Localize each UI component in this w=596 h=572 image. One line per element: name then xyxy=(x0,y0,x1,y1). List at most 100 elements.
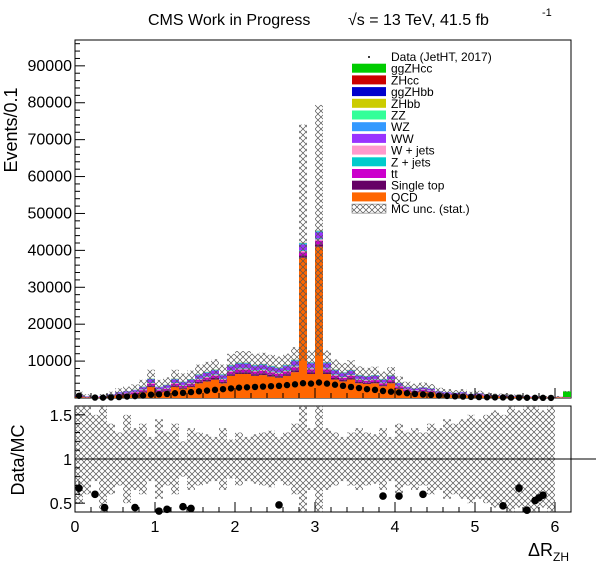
unc-hatch-bin xyxy=(443,389,451,395)
unc-hatch-bin xyxy=(555,395,563,398)
main-y-axis: 10000 20000 30000 40000 50000 60000 70000 80000… xyxy=(28,43,556,398)
ratio-y-tick-label: 1 xyxy=(63,452,72,469)
data-point xyxy=(379,387,387,395)
legend-swatch xyxy=(352,98,386,108)
data-point xyxy=(331,381,339,388)
stack-bar xyxy=(331,379,339,398)
data-point xyxy=(251,383,259,391)
data-point xyxy=(419,391,427,398)
ratio-plot-panel: 0.5 1 1.5 0 1 2 3 4 5 6 Data/MC ΔRZH xyxy=(8,405,596,564)
data-point xyxy=(139,392,147,399)
unc-hatch-bin xyxy=(147,369,155,388)
main-y-axis-label: Events/0.1 xyxy=(1,87,21,172)
legend: Data (JetHT, 2017)ggZHccZHccggZHbbZHbbZZ… xyxy=(351,50,492,216)
unc-hatch-bin xyxy=(395,376,403,389)
legend-swatch xyxy=(352,122,386,132)
unc-hatch-bin xyxy=(339,362,347,382)
unc-hatch-bin xyxy=(331,359,339,380)
unc-hatch-bin xyxy=(475,390,483,396)
unc-hatch-bin xyxy=(435,387,443,395)
legend-label: ZHcc xyxy=(391,73,419,87)
data-point xyxy=(347,383,355,391)
legend-swatch xyxy=(352,63,386,73)
ratio-point xyxy=(100,503,109,512)
x-tick-label: 5 xyxy=(471,519,480,536)
ratio-point xyxy=(179,502,187,511)
unc-hatch-bin xyxy=(363,367,371,385)
legend-label: ggZHbb xyxy=(391,85,434,99)
ratio-y-axis: 0.5 1 1.5 xyxy=(50,408,85,513)
legend-swatch xyxy=(352,169,386,178)
ratio-point xyxy=(515,484,523,492)
unc-hatch-bin xyxy=(107,391,115,397)
unc-hatch-bin xyxy=(427,384,435,393)
unc-hatch-bin xyxy=(251,353,259,376)
stack-bar xyxy=(339,381,347,398)
stack-bar xyxy=(563,391,571,397)
data-point xyxy=(411,390,419,398)
legend-swatch xyxy=(352,157,386,167)
legend-swatch xyxy=(352,87,386,97)
unc-hatch-bin xyxy=(139,379,147,394)
mc-stat-unc-band xyxy=(75,104,571,398)
cms-title: CMS Work in Progress xyxy=(148,12,310,29)
data-point xyxy=(243,384,251,391)
data-point xyxy=(275,382,283,390)
x-tick-label: 6 xyxy=(551,519,560,536)
data-point xyxy=(459,393,467,400)
data-point xyxy=(267,382,275,390)
data-point xyxy=(91,394,99,401)
y-tick-label: 60000 xyxy=(28,169,73,186)
unc-hatch-bin xyxy=(83,394,91,398)
data-point xyxy=(75,392,83,399)
legend-label: W + jets xyxy=(391,144,435,158)
legend-label: QCD xyxy=(391,190,418,204)
y-tick-label: 20000 xyxy=(28,316,73,333)
ratio-x-axis: 0 1 2 3 4 5 6 xyxy=(71,502,560,536)
legend-swatch xyxy=(352,145,386,155)
unc-hatch-bin xyxy=(115,388,123,396)
x-tick-label: 1 xyxy=(151,519,160,536)
data-point xyxy=(451,393,459,400)
data-point xyxy=(291,381,299,388)
ratio-point xyxy=(91,490,99,499)
unc-hatch-bin xyxy=(243,351,251,374)
y-tick-label: 50000 xyxy=(28,205,73,222)
legend-label: MC unc. (stat.) xyxy=(391,202,470,216)
data-point xyxy=(123,393,131,400)
ratio-point xyxy=(395,492,403,500)
lumi-exponent: -1 xyxy=(542,7,552,19)
ratio-y-axis-label: Data/MC xyxy=(8,424,28,495)
data-point xyxy=(163,390,171,398)
unc-hatch-bin xyxy=(187,370,195,388)
x-tick-label: 3 xyxy=(311,519,320,536)
data-point xyxy=(179,389,187,397)
ratio-point xyxy=(275,501,283,509)
unc-hatch-bin xyxy=(235,351,243,374)
unc-hatch-bin xyxy=(347,360,355,380)
legend-label: Data (JetHT, 2017) xyxy=(391,50,492,64)
unc-hatch-bin xyxy=(411,383,419,393)
data-point xyxy=(499,394,507,401)
y-tick-label: 10000 xyxy=(28,353,73,370)
data-point xyxy=(491,394,499,401)
unc-hatch-bin xyxy=(459,389,467,395)
legend-label: Single top xyxy=(391,179,445,193)
unc-hatch-bin xyxy=(227,353,235,376)
legend-label: ggZHcc xyxy=(391,62,432,76)
unc-hatch-bin xyxy=(403,381,411,392)
data-point xyxy=(507,394,515,401)
unc-hatch-bin xyxy=(155,379,163,394)
data-points xyxy=(75,379,555,402)
x-axis-label: ΔRZH xyxy=(528,540,569,564)
data-point xyxy=(483,394,491,401)
x-tick-label: 4 xyxy=(391,519,400,536)
stack-bar xyxy=(555,397,563,398)
legend-swatch xyxy=(352,192,386,202)
unc-hatch-bin xyxy=(131,384,139,395)
data-point xyxy=(147,391,155,398)
ratio-point xyxy=(419,490,427,499)
data-point xyxy=(515,394,523,401)
data-point xyxy=(547,394,555,402)
ratio-unc-bin xyxy=(91,414,99,482)
